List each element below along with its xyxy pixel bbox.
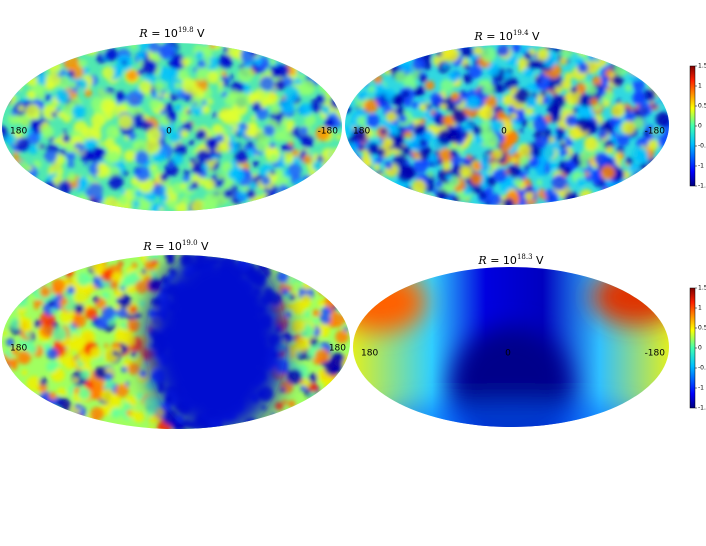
title-part: 19.8 xyxy=(178,26,194,34)
colorbar-tick-label: -1 xyxy=(698,163,704,170)
title-part: R xyxy=(142,240,151,253)
lon-label: -180 xyxy=(645,349,666,359)
colorbar-tick-label: -1.5 xyxy=(698,183,706,190)
title-part: V xyxy=(197,27,205,40)
title-part: V xyxy=(536,254,544,267)
colorbar xyxy=(689,287,696,409)
lon-label: -180 xyxy=(318,127,339,137)
lon-label: 0 xyxy=(166,127,172,137)
colorbar-tick-label: -0.5 xyxy=(698,365,706,372)
colorbar-tick-label: -0.5 xyxy=(698,143,706,150)
title-part: = 10 xyxy=(490,254,517,267)
panel-title: R = 1018.3 V xyxy=(477,253,544,267)
sky-map xyxy=(2,255,350,429)
lon-label: 180 xyxy=(361,349,378,359)
title-part: R xyxy=(138,27,147,40)
title-part: 19.4 xyxy=(513,29,529,37)
lon-label: 0 xyxy=(501,127,507,137)
lon-label: 180 xyxy=(353,127,370,137)
lon-label: 180 xyxy=(10,344,27,354)
title-part: V xyxy=(532,30,540,43)
colorbar-tick-label: 1 xyxy=(698,305,702,312)
title-part: V xyxy=(201,240,209,253)
sky-map xyxy=(2,43,342,211)
colorbar-tick-label: 1.5 xyxy=(698,63,706,70)
colorbar-tick-label: -1 xyxy=(698,385,704,392)
title-part: = 10 xyxy=(486,30,513,43)
colorbar-tick-label: 0 xyxy=(698,345,702,352)
map-region xyxy=(146,255,286,429)
colorbar-tick-label: 1.5 xyxy=(698,285,706,292)
colorbar-tick-label: 1 xyxy=(698,83,702,90)
title-part: = 10 xyxy=(155,240,182,253)
panel-title: R = 1019.4 V xyxy=(473,29,540,43)
panel-title: R = 1019.0 V xyxy=(142,239,209,253)
sky-map xyxy=(353,267,669,427)
panel-title: R = 1019.8 V xyxy=(138,26,205,40)
title-part: 18.3 xyxy=(517,253,533,261)
colorbar-tick-label: -1.5 xyxy=(698,405,706,412)
title-part: R xyxy=(477,254,486,267)
lon-label: -180 xyxy=(645,127,666,137)
lon-label: 180 xyxy=(10,127,27,137)
lon-label: 180 xyxy=(329,344,346,354)
title-part: = 10 xyxy=(151,27,178,40)
title-part: 19.0 xyxy=(182,239,198,247)
colorbar-tick-label: 0.5 xyxy=(698,103,706,110)
colorbar-tick-label: 0.5 xyxy=(698,325,706,332)
lon-label: 0 xyxy=(505,349,511,359)
title-part: R xyxy=(473,30,482,43)
colorbar-tick-label: 0 xyxy=(698,123,702,130)
colorbar xyxy=(689,65,696,187)
